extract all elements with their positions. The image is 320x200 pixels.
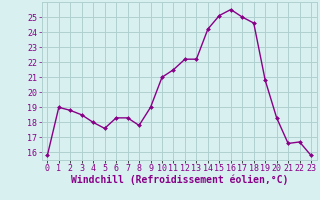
X-axis label: Windchill (Refroidissement éolien,°C): Windchill (Refroidissement éolien,°C) <box>70 175 288 185</box>
